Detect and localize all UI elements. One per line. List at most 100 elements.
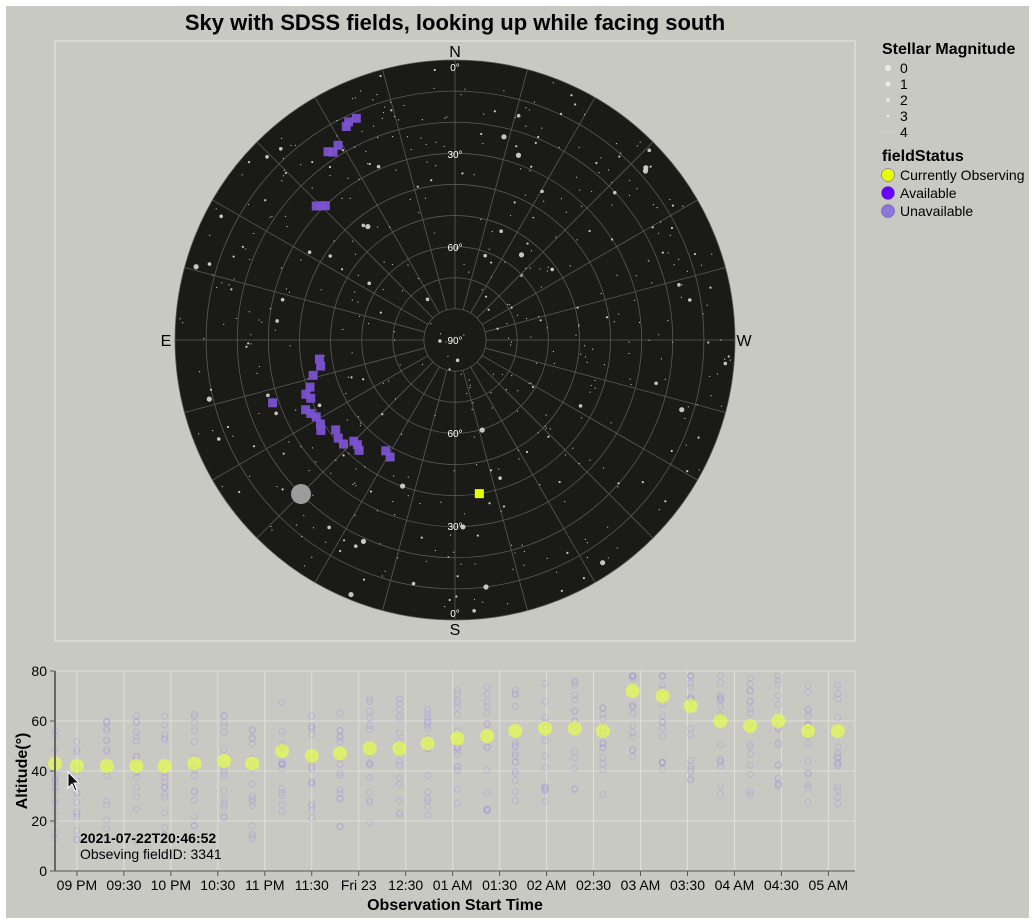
mouse-cursor-icon xyxy=(67,770,81,792)
sky-map[interactable] xyxy=(174,59,736,621)
star xyxy=(651,226,654,229)
star xyxy=(584,113,586,116)
star xyxy=(258,365,260,368)
unavailable-field-point xyxy=(395,761,403,769)
unavailable-field-point xyxy=(248,725,256,733)
star xyxy=(282,175,285,177)
star xyxy=(574,103,577,106)
star xyxy=(383,261,385,263)
star xyxy=(424,197,427,199)
star xyxy=(664,378,666,380)
unavailable-field-point xyxy=(483,789,491,797)
unavailable-field-point xyxy=(746,698,754,706)
star xyxy=(223,323,225,325)
star xyxy=(434,414,436,417)
moon xyxy=(291,483,312,504)
star xyxy=(406,136,409,138)
star xyxy=(275,319,279,323)
star xyxy=(688,298,692,302)
star xyxy=(537,432,539,434)
unavailable-field-point xyxy=(424,721,432,729)
unavailable-field-point xyxy=(774,692,782,700)
star xyxy=(294,144,297,146)
star xyxy=(295,409,297,411)
unavailable-field-point xyxy=(248,834,256,842)
unavailable-field-point xyxy=(308,723,316,731)
star xyxy=(552,82,554,84)
star xyxy=(492,373,494,375)
unavailable-field-point xyxy=(73,836,81,844)
timeline-y-tick-label: 40 xyxy=(31,763,47,779)
star xyxy=(660,221,662,223)
unavailable-field-point xyxy=(278,784,286,792)
star xyxy=(354,291,356,293)
sdss-field xyxy=(381,446,391,456)
star xyxy=(592,348,594,350)
star xyxy=(503,90,505,92)
unavailable-field-point xyxy=(599,790,607,798)
unavailable-field-point xyxy=(453,750,461,758)
unavailable-field-point xyxy=(629,753,637,761)
star xyxy=(425,560,427,562)
unavailable-field-point xyxy=(248,780,256,788)
star xyxy=(483,584,489,590)
star xyxy=(490,261,493,264)
unavailable-field-point xyxy=(746,687,754,695)
star xyxy=(391,263,394,266)
unavailable-field-point xyxy=(483,806,491,814)
star xyxy=(671,204,675,207)
star xyxy=(362,578,366,581)
unavailable-field-point xyxy=(453,766,461,774)
unavailable-field-point xyxy=(774,761,782,769)
star xyxy=(460,94,462,96)
observed-field-point xyxy=(771,714,786,728)
unavailable-field-point xyxy=(658,765,666,773)
star xyxy=(393,514,396,516)
unavailable-field-point xyxy=(73,810,81,818)
unavailable-field-point xyxy=(746,770,754,778)
star xyxy=(636,145,638,147)
observed-field-point xyxy=(129,759,144,773)
timeline-y-axis-title: Altitude(°) xyxy=(14,733,31,810)
azimuth-line xyxy=(484,347,726,413)
star xyxy=(578,325,580,327)
magnitude-legend-symbol xyxy=(887,131,889,133)
star xyxy=(520,274,523,277)
unavailable-field-point xyxy=(190,719,198,727)
unavailable-field-point xyxy=(834,760,842,768)
unavailable-field-point xyxy=(366,698,374,706)
unavailable-field-point xyxy=(103,801,111,809)
star xyxy=(425,297,430,302)
unavailable-field-point xyxy=(716,762,724,770)
timeline-x-tick-label: 01 AM xyxy=(433,877,473,893)
unavailable-field-point xyxy=(308,725,316,733)
star xyxy=(610,422,612,424)
unavailable-field-point xyxy=(746,788,754,796)
unavailable-field-point xyxy=(629,672,637,680)
star xyxy=(311,187,313,189)
timeline-marks[interactable] xyxy=(48,672,845,845)
star xyxy=(670,226,674,229)
star xyxy=(529,170,531,172)
star xyxy=(481,289,483,291)
unavailable-field-point xyxy=(804,781,812,789)
compass-east-label: E xyxy=(161,333,172,350)
star xyxy=(515,145,518,148)
star xyxy=(367,281,372,286)
star xyxy=(411,581,416,586)
star xyxy=(476,534,479,537)
star xyxy=(249,475,251,477)
star xyxy=(359,422,362,424)
star xyxy=(530,165,533,168)
unavailable-field-point xyxy=(541,698,549,706)
star xyxy=(430,323,432,325)
unavailable-field-point xyxy=(716,790,724,798)
unavailable-field-point xyxy=(190,821,198,829)
star xyxy=(507,337,510,339)
observed-field-point xyxy=(830,724,845,738)
unavailable-field-point xyxy=(366,788,374,796)
unavailable-field-point xyxy=(571,707,579,715)
magnitude-legend-symbol xyxy=(885,81,891,87)
star xyxy=(389,226,391,228)
star xyxy=(533,101,536,103)
